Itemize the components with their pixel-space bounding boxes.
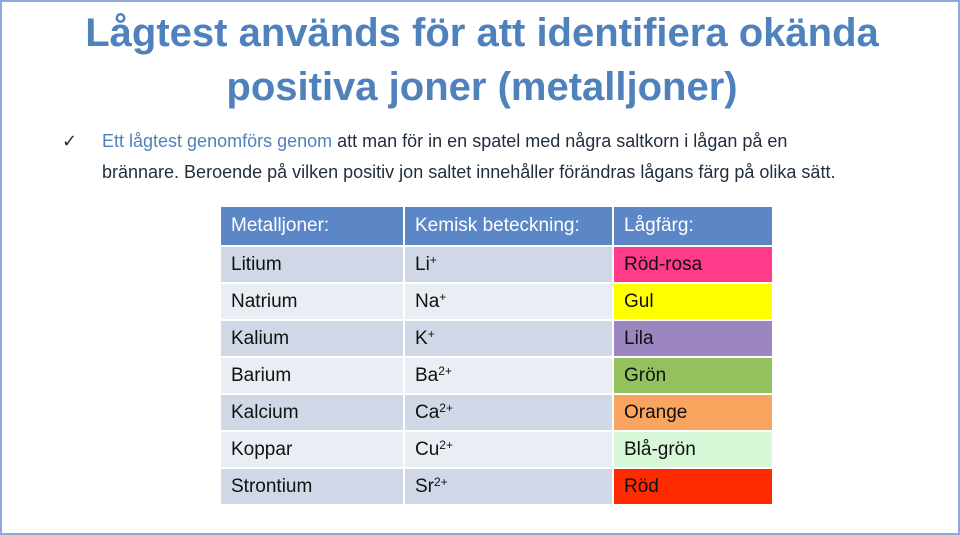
title-line-1: Lågtest används för att identifiera okän…	[85, 11, 879, 55]
flame-color-swatch: Röd	[614, 469, 774, 506]
ion-charge: 2+	[439, 400, 453, 415]
chemical-symbol: Li+	[405, 247, 614, 284]
chemical-symbol: Ba2+	[405, 358, 614, 395]
ion-charge: +	[427, 326, 435, 341]
ion-charge: 2+	[434, 474, 448, 489]
ion-charge: +	[429, 252, 437, 267]
header-symbol: Kemisk beteckning:	[405, 207, 614, 247]
flame-color-swatch: Röd-rosa	[614, 247, 774, 284]
symbol-text: Cu	[415, 438, 440, 460]
symbol-text: Na	[415, 290, 440, 312]
flame-color-swatch: Grön	[614, 358, 774, 395]
table-header-row: Metalljoner: Kemisk beteckning: Lågfärg:	[221, 207, 774, 247]
table-row: Strontium Sr2+ Röd	[221, 469, 774, 506]
bullet-line-2: brännare. Beroende på vilken positiv jon…	[102, 162, 836, 182]
table-row: Natrium Na+ Gul	[221, 284, 774, 321]
symbol-text: Sr	[415, 475, 434, 497]
metal-name: Kalium	[221, 321, 405, 358]
table-row: Barium Ba2+ Grön	[221, 358, 774, 395]
table-row: Kalium K+ Lila	[221, 321, 774, 358]
chemical-symbol: Sr2+	[405, 469, 614, 506]
symbol-text: Li	[415, 253, 430, 275]
metal-name: Barium	[221, 358, 405, 395]
flame-color-swatch: Orange	[614, 395, 774, 432]
chemical-symbol: K+	[405, 321, 614, 358]
metal-name: Litium	[221, 247, 405, 284]
table-row: Koppar Cu2+ Blå-grön	[221, 432, 774, 469]
flame-color-swatch: Blå-grön	[614, 432, 774, 469]
bullet-text: Ett lågtest genomförs genom att man för …	[64, 126, 944, 188]
page-title: Lågtest används för att identifiera okän…	[2, 6, 960, 114]
metal-name: Koppar	[221, 432, 405, 469]
flame-test-table: Metalljoner: Kemisk beteckning: Lågfärg:…	[221, 207, 774, 506]
bullet-line-1: att man för in en spatel med några saltk…	[332, 131, 788, 151]
table-row: Kalcium Ca2+ Orange	[221, 395, 774, 432]
title-line-2: positiva joner (metalljoner)	[226, 65, 738, 109]
header-flame-color: Lågfärg:	[614, 207, 774, 247]
flame-color-swatch: Gul	[614, 284, 774, 321]
bullet-paragraph: ✓ Ett lågtest genomförs genom att man fö…	[62, 126, 944, 188]
check-icon: ✓	[62, 131, 78, 151]
header-metal: Metalljoner:	[221, 207, 405, 247]
chemical-symbol: Ca2+	[405, 395, 614, 432]
table-row: Litium Li+ Röd-rosa	[221, 247, 774, 284]
flame-color-swatch: Lila	[614, 321, 774, 358]
metal-name: Natrium	[221, 284, 405, 321]
chemical-symbol: Na+	[405, 284, 614, 321]
ion-charge: +	[439, 289, 447, 304]
symbol-text: K	[415, 327, 428, 349]
ion-charge: 2+	[438, 363, 452, 378]
chemical-symbol: Cu2+	[405, 432, 614, 469]
metal-name: Strontium	[221, 469, 405, 506]
symbol-text: Ca	[415, 401, 440, 423]
ion-charge: 2+	[439, 437, 453, 452]
metal-name: Kalcium	[221, 395, 405, 432]
bullet-highlight: Ett lågtest genomförs genom	[102, 131, 333, 151]
symbol-text: Ba	[415, 364, 439, 386]
